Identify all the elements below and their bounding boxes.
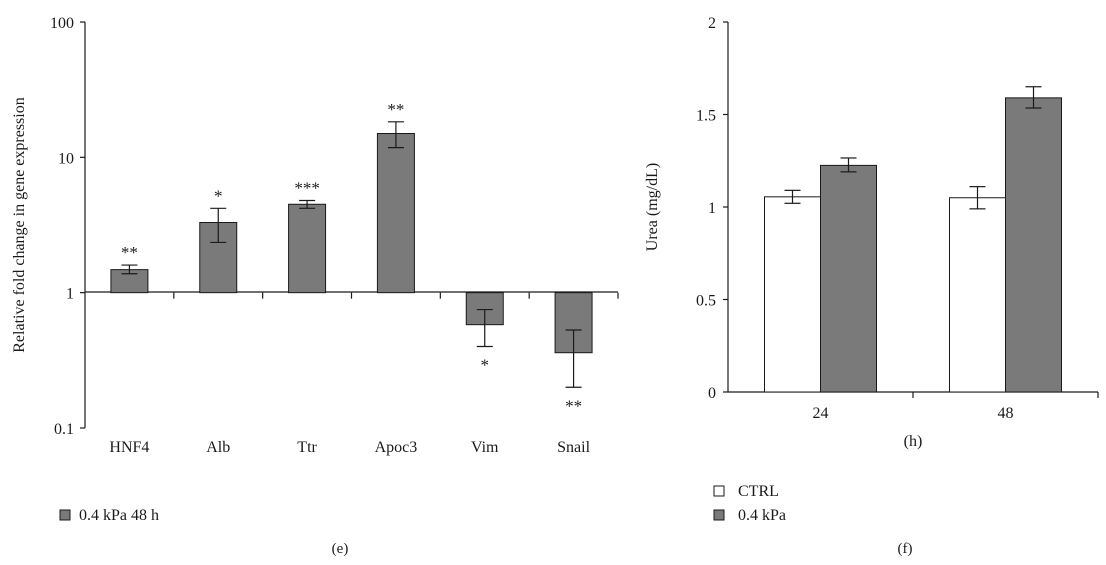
panel-e-label: (e) [332,541,349,557]
panel-f-legend-label-treated: 0.4 kPa [738,507,786,524]
panel-e-significance-marker: ** [121,243,138,262]
panel-e-significance-marker: * [214,186,223,205]
panel-e-category-label: Vim [471,439,499,456]
panel-f-x-ticks: 24 48 [813,392,1099,422]
panel-f-legend-label-ctrl: CTRL [738,483,779,500]
panel-e-category-label: Ttr [297,439,317,456]
panel-e-significance-marker: * [481,356,490,375]
panel-f-y-tick-label: 0 [708,385,716,402]
panel-f-category-label: 48 [998,405,1014,422]
panel-e-category-label: Alb [206,439,230,456]
panel-f-x-axis-title: (h) [904,433,923,450]
panel-f-y-tick-label: 2 [708,15,716,32]
panel-e-legend-label: 0.4 kPa 48 h [79,507,159,524]
panel-e-legend-swatch [59,509,71,521]
panel-e-y-ticks: 0.1 1 10 100 [50,15,85,438]
panel-e-y-tick-label: 1 [66,286,74,303]
panel-e-y-tick-label: 0.1 [54,421,74,438]
panel-f-legend-swatch-ctrl [713,485,725,497]
panel-e-y-tick-label: 10 [58,150,74,167]
panel-e-significance-marker: ** [387,100,404,119]
panel-f-category-label: 24 [813,405,829,422]
panel-e-y-tick-label: 100 [50,15,74,32]
panel-e-bar-apoc3 [376,133,415,294]
panel-f-bars [764,86,1062,393]
panel-f-legend: CTRL 0.4 kPa [713,483,786,524]
panel-e-category-label: Snail [557,439,590,456]
panel-f-label: (f) [898,541,913,557]
panel-e-category-labels: HNF4 Alb Ttr Apoc3 Vim Snail [109,439,590,456]
panel-e-category-label: Apoc3 [375,439,418,456]
panel-e-category-label: HNF4 [109,439,149,456]
panel-e-bar-ttr [288,203,327,294]
panel-f-legend-swatch-treated [713,509,725,521]
panel-f-urea-chart: 0 0.5 1 1.5 2 24 48 Urea (mg/dL) (h) CTRL 0.4… [644,15,1099,557]
panel-e-y-axis-title: Relative fold change in gene expression [11,97,28,352]
panel-f-y-axis-title: Urea (mg/dL) [644,163,661,251]
panel-f-bar-ctrl-48 [949,197,1006,393]
panel-e-significance-marker: *** [294,178,320,197]
panel-f-bar-ctrl-24 [764,196,821,393]
panel-f-y-ticks: 0 0.5 1 1.5 2 [696,15,728,402]
panel-f-y-tick-label: 1.5 [696,108,716,125]
panel-f-y-tick-label: 1 [708,200,716,217]
panel-e-significance-marker: ** [565,396,582,415]
panel-e-bars: *** ******** [110,100,593,415]
panel-f-y-tick-label: 0.5 [696,293,716,310]
panel-f-bar-treated-48 [1005,97,1062,393]
panel-e-x-ticks [173,292,619,299]
panel-e-legend: 0.4 kPa 48 h [59,507,159,524]
panel-f-bar-treated-24 [820,164,877,393]
